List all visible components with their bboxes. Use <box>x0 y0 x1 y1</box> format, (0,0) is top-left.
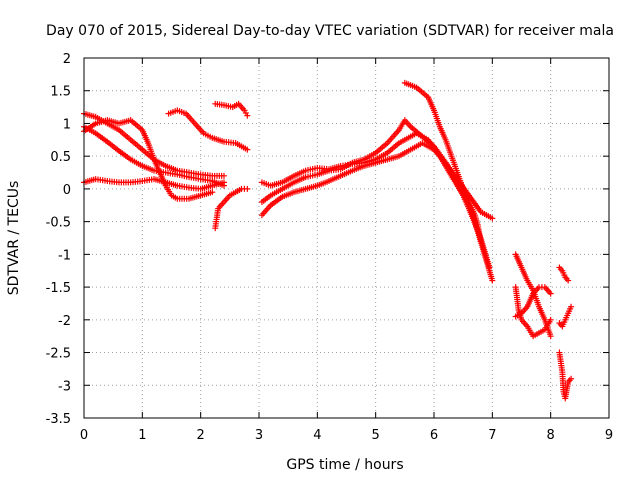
x-tick-label: 8 <box>547 428 555 443</box>
y-axis-label: SDTVAR / TECUs <box>6 181 22 296</box>
series-arc-17 <box>556 349 575 402</box>
series-arc-5 <box>165 107 251 153</box>
y-tick-label: -0.5 <box>46 216 71 231</box>
series-arc-3 <box>81 176 227 192</box>
y-tick-label: -3 <box>58 379 71 394</box>
series-arc-2 <box>81 123 227 189</box>
x-tick-label: 3 <box>255 428 263 443</box>
chart-title: Day 070 of 2015, Sidereal Day-to-day VTE… <box>46 23 614 39</box>
y-tick-label: -1.5 <box>46 281 71 296</box>
y-tick-label: -2.5 <box>46 347 71 362</box>
x-tick-label: 4 <box>313 428 321 443</box>
x-tick-label: 5 <box>372 428 380 443</box>
x-tick-label: 2 <box>197 428 205 443</box>
series-arc-6 <box>212 100 251 119</box>
x-tick-label: 7 <box>488 428 496 443</box>
series-arc-7 <box>212 185 251 232</box>
series-arc-16 <box>556 303 575 330</box>
y-tick-label: 0 <box>63 183 71 198</box>
x-axis-label: GPS time / hours <box>286 457 403 473</box>
y-tick-label: -3.5 <box>46 412 71 427</box>
y-tick-label: -1 <box>58 248 71 263</box>
series-arc-11 <box>401 79 484 245</box>
series-arc-10 <box>258 117 493 271</box>
series-arc-14 <box>512 284 554 320</box>
x-tick-label: 0 <box>80 428 88 443</box>
x-tick-label: 1 <box>138 428 146 443</box>
grid <box>84 58 609 418</box>
series-arc-13 <box>512 284 554 340</box>
y-tick-label: 0.5 <box>50 150 71 165</box>
ticks: 0 1 2 3 4 5 6 7 8 9 -3.5 -3 -2.5 -2 -1.5 -1 -0.5 0 0.5 1 1.5… <box>46 52 614 443</box>
plot-frame <box>83 57 610 419</box>
y-tick-label: 1 <box>63 117 71 132</box>
data-points <box>81 79 575 402</box>
x-tick-label: 6 <box>430 428 438 443</box>
y-tick-label: 1.5 <box>50 85 71 100</box>
x-tick-label: 9 <box>605 428 613 443</box>
series-arc-4 <box>81 117 216 202</box>
y-tick-label: 2 <box>63 52 71 67</box>
series-arc-15 <box>556 264 572 284</box>
y-tick-label: -2 <box>58 314 71 329</box>
